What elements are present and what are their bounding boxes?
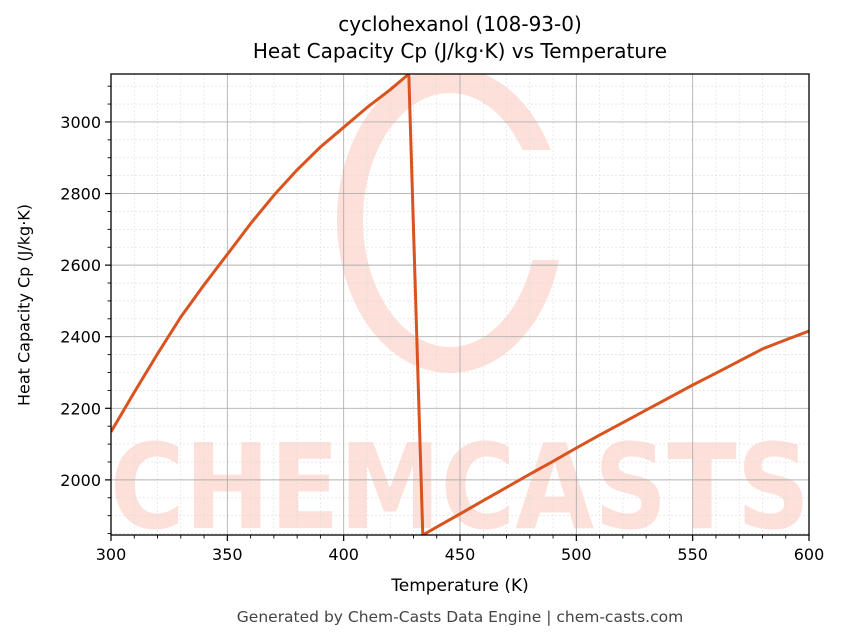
footer-credit: Generated by Chem-Casts Data Engine | ch… bbox=[236, 608, 684, 626]
svg-text:2200: 2200 bbox=[60, 399, 101, 418]
cp-line-series bbox=[111, 74, 809, 535]
x-axis-label: Temperature (K) bbox=[391, 576, 529, 596]
svg-text:500: 500 bbox=[561, 545, 592, 564]
svg-text:350: 350 bbox=[212, 545, 243, 564]
svg-text:2000: 2000 bbox=[60, 471, 101, 490]
svg-text:3000: 3000 bbox=[60, 113, 101, 132]
axis-ticks bbox=[105, 85, 810, 541]
svg-text:2600: 2600 bbox=[60, 256, 101, 275]
svg-text:450: 450 bbox=[445, 545, 476, 564]
chart-title-line2: Heat Capacity Cp (J/kg·K) vs Temperature bbox=[252, 39, 668, 63]
svg-text:550: 550 bbox=[677, 545, 708, 564]
svg-text:300: 300 bbox=[96, 545, 127, 564]
svg-text:400: 400 bbox=[328, 545, 359, 564]
svg-text:600: 600 bbox=[794, 545, 825, 564]
chart-title-line1: cyclohexanol (108-93-0) bbox=[338, 12, 582, 36]
svg-text:2400: 2400 bbox=[60, 328, 101, 347]
svg-text:2800: 2800 bbox=[60, 185, 101, 204]
y-axis-label: Heat Capacity Cp (J/kg·K) bbox=[14, 203, 34, 407]
axis-tick-labels: 300 350 400 450 500 550 600 2000 2200 2400 2600 280… bbox=[60, 113, 824, 564]
